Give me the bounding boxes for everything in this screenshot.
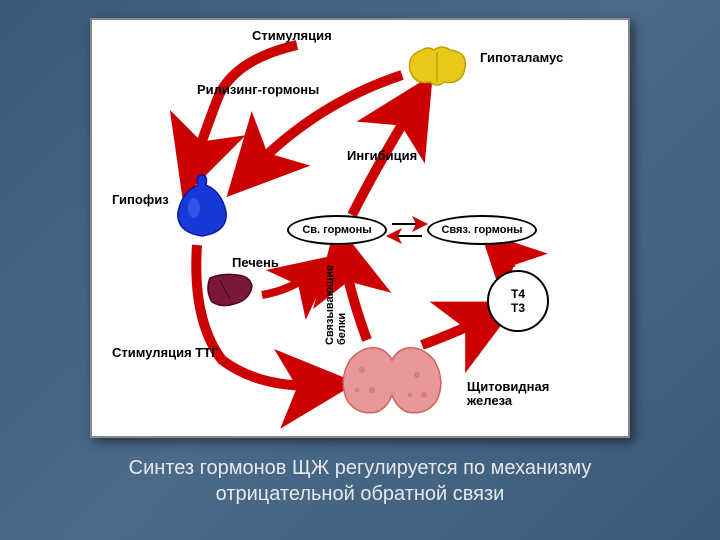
hypothalamus-icon [402, 40, 472, 90]
free-hormones-label: Св. гормоны [302, 224, 371, 236]
t4-label: T4 [511, 287, 525, 301]
inhibition-label: Ингибиция [347, 148, 417, 163]
releasing-hormones-label: Рилизинг-гормоны [197, 82, 319, 97]
tsh-stimulation-label: Стимуляция ТТГ [112, 345, 219, 360]
liver-label: Печень [232, 255, 279, 270]
bound-hormones-label: Связ. гормоны [441, 224, 522, 236]
free-hormones-oval: Св. гормоны [287, 215, 387, 245]
caption-line2: отрицательной обратной связи [0, 481, 720, 507]
caption: Синтез гормонов ЩЖ регулируется по механ… [0, 455, 720, 507]
pituitary-label: Гипофиз [112, 192, 169, 207]
caption-line1: Синтез гормонов ЩЖ регулируется по механ… [0, 455, 720, 481]
pituitary-icon [172, 170, 232, 240]
binding-proteins-label: Связывающие белки [324, 255, 348, 345]
liver-icon [202, 270, 257, 310]
hypothalamus-label: Гипоталамус [480, 50, 563, 65]
diagram-panel: Св. гормоны Связ. гормоны T4 T3 Стимуляц… [90, 18, 630, 438]
t3-label: T3 [511, 301, 525, 315]
thyroid-icon [332, 340, 452, 420]
stimulation-top-label: Стимуляция [252, 28, 332, 43]
t4t3-circle: T4 T3 [487, 270, 549, 332]
bound-hormones-oval: Связ. гормоны [427, 215, 537, 245]
thyroid-label: Щитовидная железа [467, 380, 577, 409]
